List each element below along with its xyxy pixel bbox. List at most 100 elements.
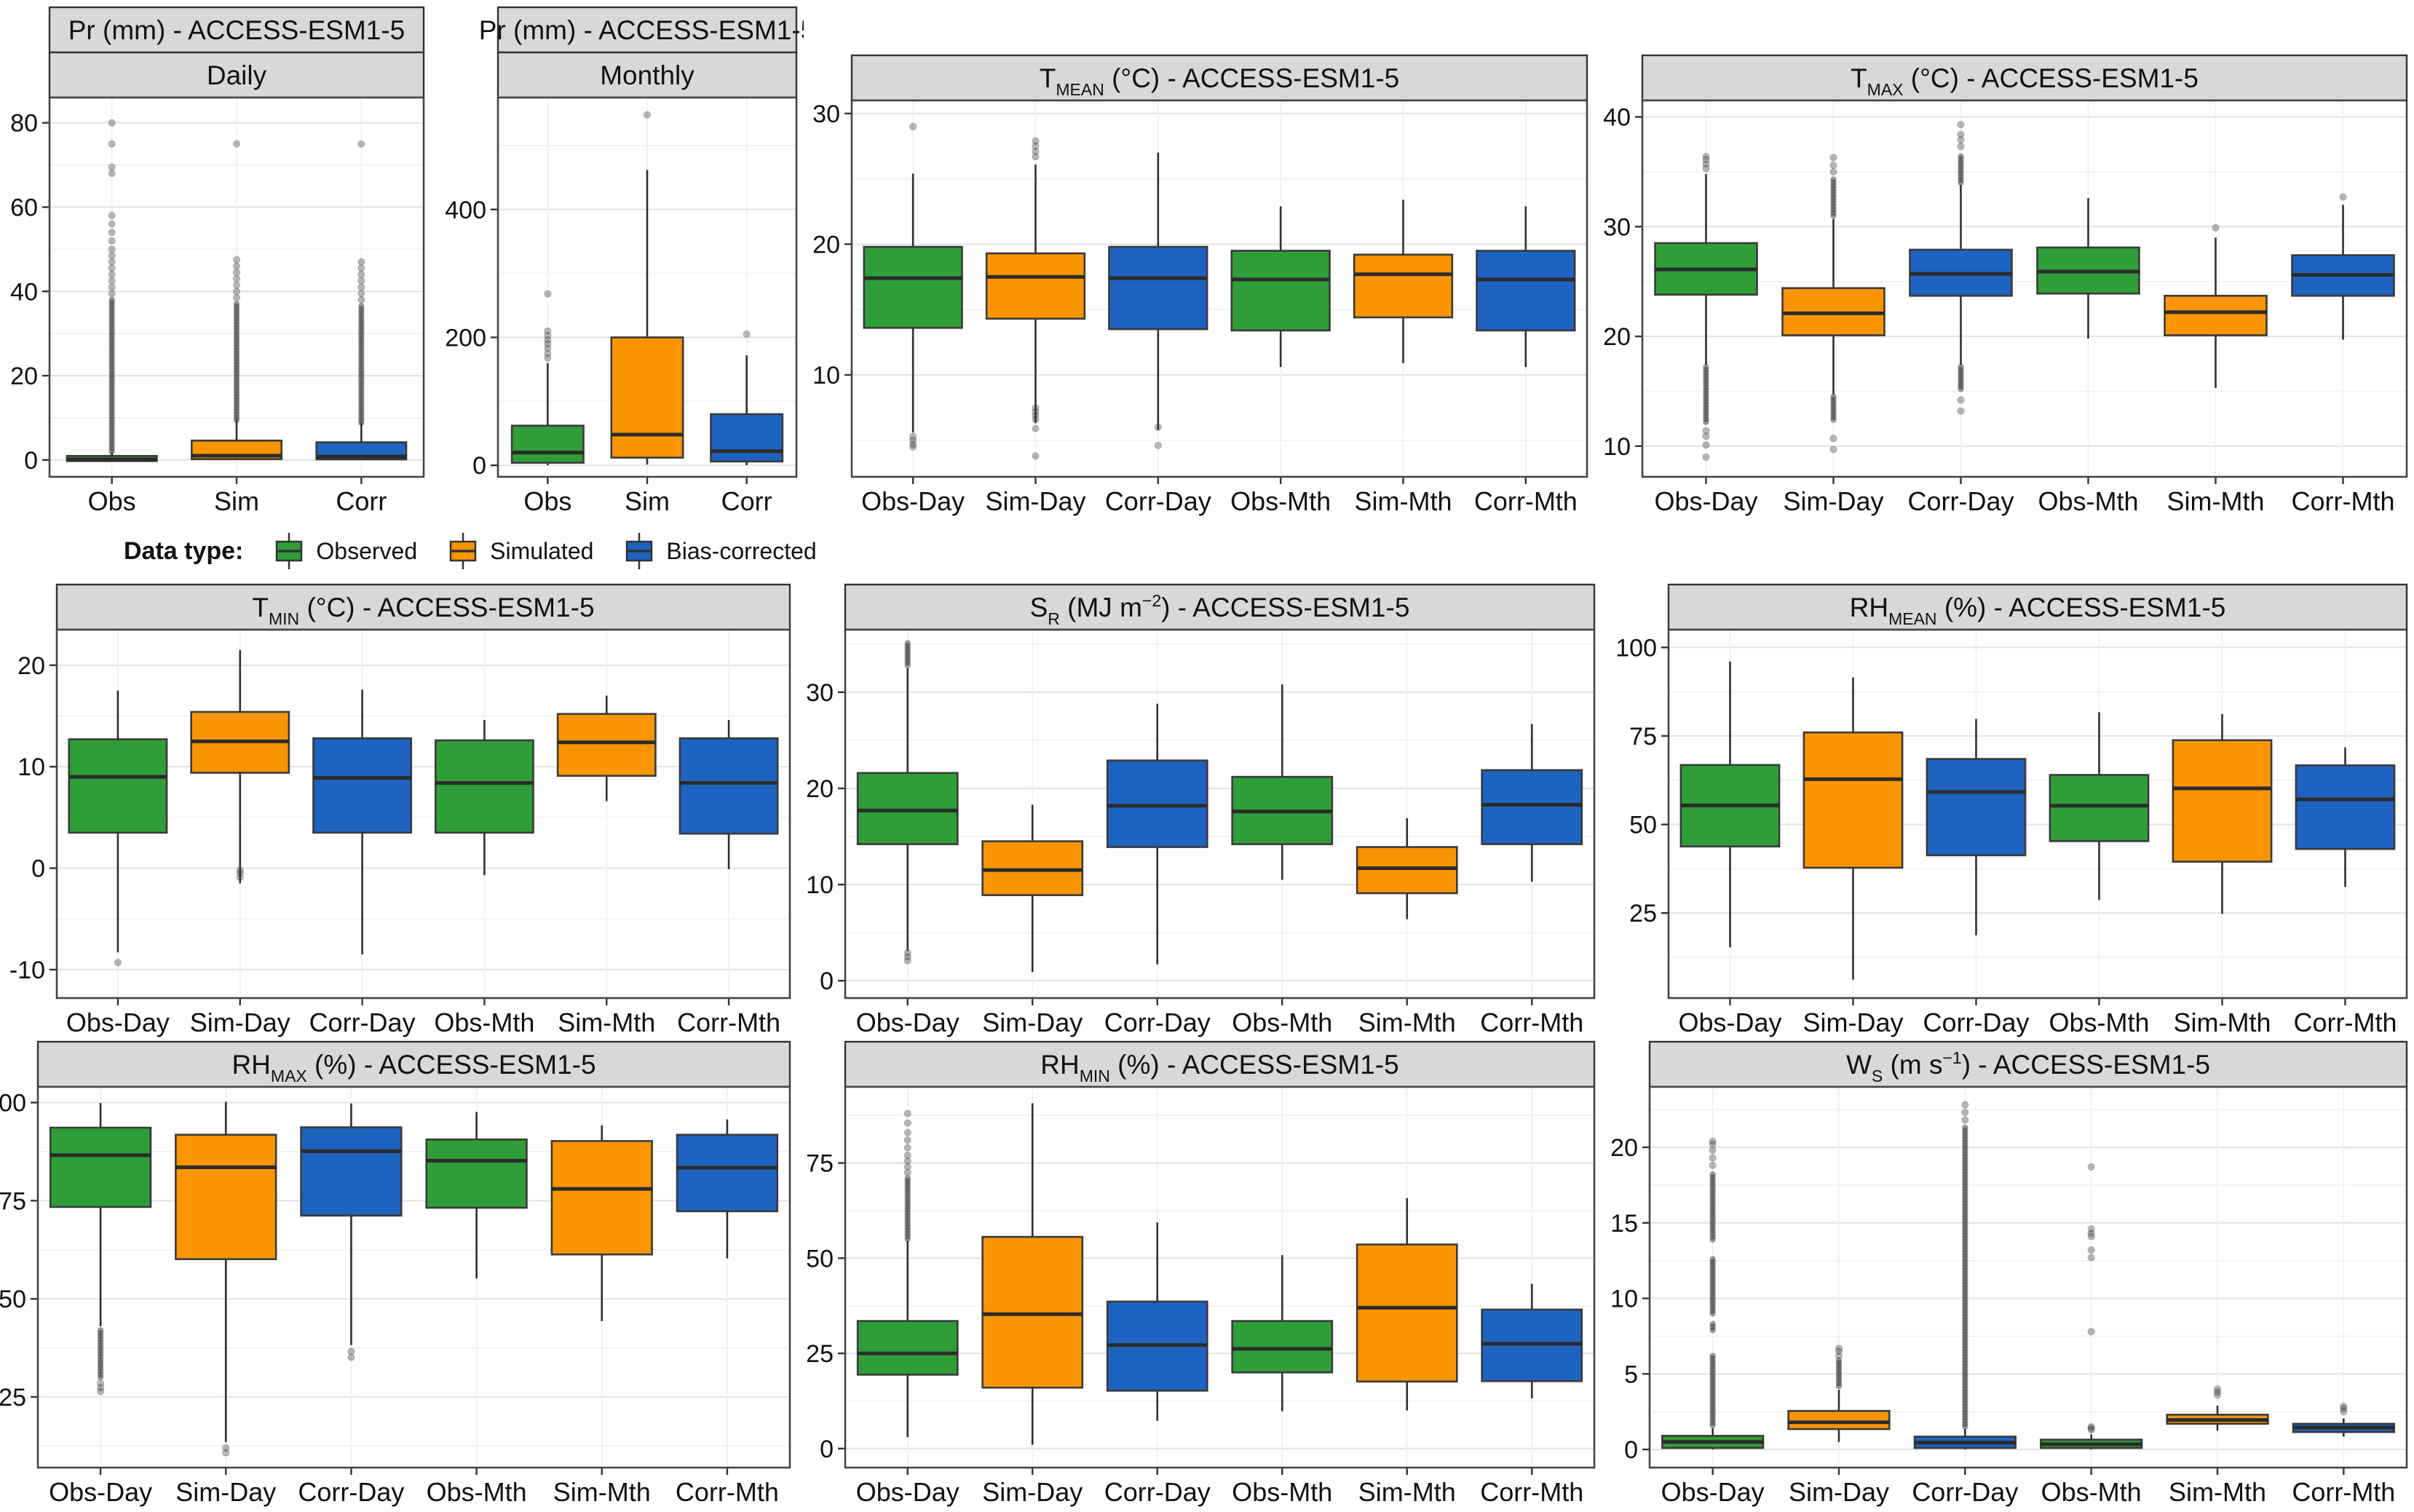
outlier-point xyxy=(1154,423,1162,431)
outlier-point xyxy=(222,1449,230,1457)
outlier-point xyxy=(222,1444,230,1452)
outlier-point xyxy=(2340,1402,2348,1411)
outlier-point xyxy=(1957,396,1965,404)
outlier-point xyxy=(903,1163,911,1171)
outlier-point xyxy=(1957,407,1965,415)
panel-strip-title xyxy=(1641,54,2408,102)
box-rect xyxy=(1787,1409,1891,1430)
y-tick-label: 40 xyxy=(10,278,38,306)
plot-area xyxy=(38,1087,790,1468)
panel-border xyxy=(55,628,791,1000)
panel-strip-title xyxy=(496,6,798,54)
y-tick-label: 0 xyxy=(24,447,38,475)
outlier-point xyxy=(108,220,116,228)
box-rect xyxy=(856,1320,959,1376)
outlier-point xyxy=(1957,121,1965,129)
box-sim-day xyxy=(1802,677,1904,980)
y-tick-label: 20 xyxy=(806,775,834,803)
box-rect xyxy=(68,738,168,834)
box-corr xyxy=(315,140,408,461)
outlier-point xyxy=(232,140,241,148)
x-tick-label: Corr-Day xyxy=(298,1477,404,1507)
panel-border xyxy=(1648,1085,2408,1469)
legend-boxplot-icon xyxy=(276,533,303,569)
x-tick-label: Corr-Day xyxy=(1104,1008,1211,1037)
outlier-point xyxy=(903,949,911,957)
outlier-point xyxy=(1829,167,1837,176)
x-tick-label: Corr-Day xyxy=(1907,486,2014,516)
outlier-point xyxy=(544,331,552,339)
panel-rhmin: RHMIN (%) - ACCESS-ESM1-5 0 25 50 75 Obs-Day S… xyxy=(797,1040,1602,1510)
x-tick-label: Sim-Mth xyxy=(558,1008,655,1037)
panel-border xyxy=(48,96,425,478)
outlier-point xyxy=(1829,446,1837,454)
x-tick-label: Obs-Day xyxy=(861,486,965,516)
outlier-point xyxy=(909,122,917,131)
outlier-point xyxy=(1829,435,1837,443)
box-sim xyxy=(610,111,684,465)
box-corr-mth xyxy=(1481,1283,1583,1398)
outlier-point xyxy=(108,170,116,178)
outlier-point xyxy=(1032,424,1040,432)
panel-border xyxy=(496,96,798,478)
box-sim-mth xyxy=(2164,223,2268,388)
y-tick-label: 20 xyxy=(17,652,45,680)
panel-title: Monthly xyxy=(600,60,694,90)
x-tick-label: Corr-Mth xyxy=(677,1008,780,1037)
x-tick-label: Sim-Mth xyxy=(1358,1477,1456,1507)
legend-label: Bias-corrected xyxy=(666,537,817,564)
box-rect xyxy=(1926,758,2027,857)
y-tick-label: 20 xyxy=(10,363,38,390)
x-tick-label: Obs-Mth xyxy=(2038,486,2138,516)
y-tick-label: 30 xyxy=(806,679,834,707)
outlier-point xyxy=(903,1168,911,1176)
x-tick-label: Corr-Day xyxy=(309,1008,416,1037)
box-rect xyxy=(1106,759,1208,848)
outlier-point xyxy=(1709,1147,1717,1155)
box-rect xyxy=(710,413,784,463)
box-sim xyxy=(191,140,282,460)
outlier-point xyxy=(643,111,652,119)
outlier-point xyxy=(2087,1163,2095,1171)
box-rect xyxy=(1230,250,1331,332)
figure-row-2: TMIN (°C) - ACCESS-ESM1-5 -10 0 10 20 Obs-Day… xyxy=(0,583,2414,1040)
outlier-point xyxy=(1961,1116,1969,1124)
figure-row-3: RHMAX (%) - ACCESS-ESM1-5 25 50 75 00 Obs-Day… xyxy=(0,1040,2414,1510)
y-tick-label: 10 xyxy=(1603,433,1631,461)
box-corr-day xyxy=(1909,121,2013,415)
plot-area xyxy=(1642,100,2407,477)
plot-area xyxy=(852,100,1587,477)
outlier-point xyxy=(2340,1408,2348,1416)
box-obs-mth xyxy=(2040,1163,2143,1450)
box-rect xyxy=(425,1138,528,1209)
x-tick-label: Sim-Day xyxy=(982,1477,1083,1507)
panel-rhmean: RHMEAN (%) - ACCESS-ESM1-5 25 50 75 100 Obs-D… xyxy=(1602,583,2414,1040)
box-corr-day xyxy=(1913,1101,2017,1450)
outlier-point xyxy=(108,119,116,127)
legend-label: Observed xyxy=(316,537,418,564)
legend-label: Simulated xyxy=(490,537,594,564)
panel-title: TMEAN (°C) - ACCESS-ESM1-5 xyxy=(1040,63,1399,99)
panel-border xyxy=(844,1085,1596,1469)
box-rect xyxy=(1356,1243,1458,1383)
box-sim-mth xyxy=(1353,199,1454,363)
box-corr-day xyxy=(312,689,413,955)
outlier-point xyxy=(909,436,917,444)
outlier-point xyxy=(357,264,365,272)
outlier-point xyxy=(2213,1391,2222,1399)
panel-tmax: TMAX (°C) - ACCESS-ESM1-5 10 20 30 40 Obs-Day… xyxy=(1594,54,2414,519)
outlier-point xyxy=(1709,1140,1717,1148)
outlier-point xyxy=(1154,441,1162,450)
box-obs-mth xyxy=(425,1112,528,1279)
box-sim-day xyxy=(981,804,1084,973)
y-tick-label: 30 xyxy=(1603,213,1631,241)
x-tick-label: Obs-Day xyxy=(1661,1477,1765,1507)
x-tick-label: Corr-Mth xyxy=(1480,1008,1583,1037)
box-rect xyxy=(1481,769,1583,845)
panel-border xyxy=(844,628,1596,1000)
outlier-point xyxy=(357,296,365,304)
y-tick-label: 20 xyxy=(1603,323,1631,351)
panel-strip-title xyxy=(844,583,1596,631)
outlier-point xyxy=(903,1119,911,1127)
outlier-point xyxy=(232,256,241,264)
